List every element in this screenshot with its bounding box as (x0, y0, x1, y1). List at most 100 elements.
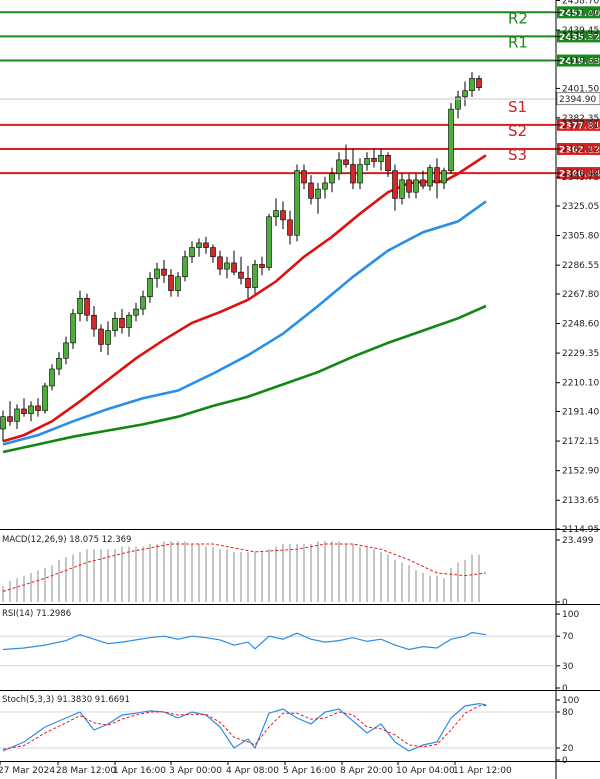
level-price-tag (557, 6, 600, 19)
candle-body (266, 216, 272, 268)
rsi-tick-label: 30 (562, 662, 574, 672)
candle-body (280, 210, 286, 221)
level-price-tag (557, 30, 600, 43)
candle-body (112, 317, 118, 331)
price-tick-label: 2114.95 (562, 525, 599, 535)
candle-body (427, 167, 433, 187)
candle-body (392, 170, 398, 199)
rsi-label: RSI(14) 71.2986 (2, 609, 71, 619)
candle-body (385, 154, 391, 171)
level-price-tag (557, 167, 600, 180)
candle-body (175, 276, 181, 291)
price-tick-label: 2343.75 (562, 173, 599, 183)
candle-body (231, 262, 237, 273)
price-pane: 2451.00 R3 2435.32 R2 2419.63 R1 2377.81 S1 2362… (0, 0, 600, 454)
price-tick-label: 2458.70 (562, 0, 599, 6)
candle-body (287, 219, 293, 236)
candle-body (322, 182, 328, 190)
candle-body (294, 170, 300, 236)
price-tick-label: 2451.00 (562, 8, 599, 18)
candle-body (35, 405, 41, 411)
candle-body (133, 308, 139, 316)
indicator-panes: MACD(12,26,9) 18.075 12.369 23.499 0 RSI(14… (0, 535, 600, 766)
candle-body (196, 242, 202, 248)
level-name-label: S2 (508, 122, 527, 140)
candle-body (336, 159, 342, 175)
candle-body (413, 179, 419, 193)
candle-body (140, 296, 146, 310)
candle-body (210, 247, 216, 258)
candle-body (119, 317, 125, 328)
level-name-label: S1 (508, 98, 527, 116)
time-axis-label: 3 Apr 00:00 (169, 766, 222, 776)
candle-body (315, 188, 321, 199)
moving-average-line (2, 304, 487, 454)
level-price-label: 2435.32 (559, 33, 600, 43)
price-tick-label: 2435.32 (562, 32, 599, 42)
candle-body (476, 78, 482, 88)
price-tick-label: 2267.80 (562, 290, 599, 300)
support-resistance-levels: 2451.00 R3 2435.32 R2 2419.63 R1 2377.81 S1 2362… (0, 0, 600, 180)
price-tick-label: 2133.65 (562, 496, 599, 506)
price-tick-label: 2229.35 (562, 349, 599, 359)
candle-body (91, 314, 97, 330)
current-price-tag (556, 92, 600, 106)
candle-body (462, 90, 468, 98)
candle-body (126, 314, 132, 328)
candle-body (329, 173, 335, 184)
candle-body (301, 170, 307, 184)
current-price-label: 2394.90 (559, 95, 596, 105)
candle-body (224, 262, 230, 270)
level-price-label: 2377.81 (559, 121, 600, 131)
candle-body (161, 268, 167, 276)
candle-body (252, 264, 258, 288)
candle-body (448, 108, 454, 171)
price-tick-label: 2439.45 (562, 26, 599, 36)
candle-body (350, 164, 356, 184)
candle-body (63, 342, 69, 359)
time-axis-label: 4 Apr 08:00 (226, 766, 279, 776)
candle-body (42, 385, 48, 411)
price-tick-label: 2419.63 (562, 57, 599, 67)
candle-body (371, 158, 377, 162)
candle-body (0, 416, 6, 430)
candle-body (56, 357, 62, 370)
stoch-tick-label: 20 (562, 744, 574, 754)
rsi-tick-label: 0 (562, 684, 568, 694)
level-price-label: 2451.00 (559, 9, 600, 19)
stoch-tick-label: 80 (562, 708, 574, 718)
price-tick-label: 2191.40 (562, 407, 599, 417)
candle-body (154, 268, 160, 279)
candle-body (84, 297, 90, 316)
level-price-tag (557, 54, 600, 67)
rsi-line (2, 631, 487, 651)
candlesticks (0, 72, 482, 442)
candle-body (469, 78, 475, 92)
macd-tick-label: 0 (562, 598, 568, 608)
macd-tick-label: 23.499 (562, 536, 594, 546)
candle-body (21, 408, 27, 414)
candle-body (217, 256, 223, 270)
stoch-d-line (2, 704, 487, 750)
candle-body (14, 408, 20, 422)
macd-label: MACD(12,26,9) 18.075 12.369 (2, 535, 131, 545)
candle-body (98, 328, 104, 345)
macd-signal-line (2, 543, 487, 592)
candle-body (238, 271, 244, 279)
candle-body (77, 297, 83, 314)
price-tick-label: 2325.05 (562, 202, 599, 212)
time-axis: 27 Mar 2024 28 Mar 12:001 Apr 16:00 3 Apr … (0, 761, 600, 776)
stoch-tick-label: 100 (562, 696, 579, 706)
rsi-tick-label: 100 (562, 610, 579, 620)
time-axis-label: 8 Apr 20:00 (340, 766, 393, 776)
stoch-k-line (2, 702, 487, 752)
price-tick-label: 2152.90 (562, 467, 599, 477)
candle-body (364, 158, 370, 165)
rsi-tick-label: 70 (562, 632, 574, 642)
candle-body (105, 330, 111, 345)
candle-body (406, 179, 412, 193)
time-axis-label: 5 Apr 16:00 (283, 766, 336, 776)
candle-body (308, 182, 314, 199)
level-price-tag (557, 118, 600, 131)
candle-body (259, 264, 265, 268)
